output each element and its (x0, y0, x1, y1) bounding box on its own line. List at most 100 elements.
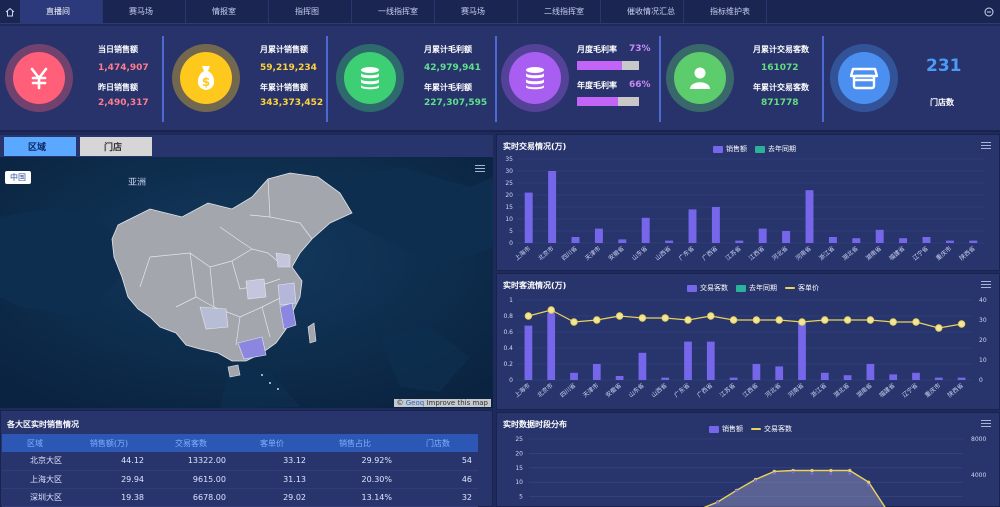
customer-flow-menu-icon[interactable] (981, 281, 991, 289)
nav-tab-2[interactable]: 情报室 (186, 0, 269, 23)
column-header[interactable]: 销售额(万) (68, 434, 150, 452)
bar (805, 190, 814, 243)
avg-price-point (957, 320, 966, 328)
bar (592, 364, 601, 380)
legend-sales[interactable]: 销售额 (726, 145, 747, 153)
table-row[interactable]: 上海大区 29.94 9615.00 31.13 20.30% 46 (2, 470, 478, 489)
table-row[interactable]: 深圳大区 19.38 6678.00 29.02 13.14% 32 (2, 488, 478, 507)
hourly-panel: 实时数据时段分布 销售额 交易客数 5 10 15 20 25 4000 8000 (496, 412, 1000, 507)
tab-region[interactable]: 区域 (4, 137, 76, 156)
sales-point (791, 470, 795, 474)
column-header[interactable]: 交易客数 (150, 434, 232, 452)
customer-flow-title: 实时客流情况(万) (503, 281, 567, 290)
bar (843, 375, 852, 380)
x-tick-label: 湖北省 (832, 381, 851, 399)
column-header[interactable]: 客单价 (232, 434, 312, 452)
legend-customers[interactable]: 交易客数 (700, 284, 728, 292)
kpi-customers: 月累计交易客数 161072 年累计交易客数 871778 (661, 26, 821, 132)
map-menu-icon[interactable] (475, 165, 485, 173)
bar (866, 364, 875, 380)
x-tick-label: 四川省 (560, 244, 579, 262)
map-country-flag[interactable]: 中国 (5, 171, 31, 184)
attribution-brand[interactable]: Geoq (405, 399, 425, 407)
y-tick-label: 20 (515, 450, 523, 457)
year-margin-value: 66% (629, 80, 651, 90)
map-graphic (0, 157, 493, 408)
attribution-link[interactable]: Improve this map (426, 399, 488, 407)
sales-point (829, 472, 833, 475)
china-map[interactable]: 中国 亚洲 © Geoq Improve this map (0, 157, 493, 408)
x-tick-label: 广西省 (700, 244, 719, 262)
avg-price-point (615, 312, 624, 320)
y-tick-label: 1 (509, 297, 513, 304)
customer-flow-panel: 实时客流情况(万) 交易客数 去年同期 客单价 0 0.2 0.4 0.6 0.8 1 0 1… (496, 273, 1000, 410)
x-tick-label: 福建省 (878, 381, 897, 399)
bar (735, 240, 744, 243)
bar (775, 366, 784, 380)
customers-line (703, 469, 886, 507)
y-tick-label: 10 (515, 479, 523, 486)
legend-customers[interactable]: 交易客数 (764, 425, 792, 433)
table-row[interactable]: 北京大区 44.12 13322.00 33.12 29.92% 54 (2, 452, 478, 471)
nav-tab-5[interactable]: 赛马场 (435, 0, 518, 23)
column-header[interactable]: 区域 (2, 434, 68, 452)
svg-text:$: $ (202, 75, 210, 89)
yuan-icon (5, 44, 73, 112)
avg-price-point (912, 318, 920, 326)
x-tick-label: 上海市 (513, 244, 532, 262)
nav-tab-7[interactable]: 催收情况汇总 (601, 0, 684, 23)
customer-flow-legend: 交易客数 去年同期 客单价 (679, 283, 819, 293)
hourly-title: 实时数据时段分布 (503, 420, 567, 429)
bar (969, 240, 978, 243)
kpi-cumulative-sales: $ 月累计销售额 59,219,234 年累计销售额 343,373,452 (164, 26, 324, 132)
customers-point (848, 468, 852, 473)
column-header[interactable]: 门店数 (398, 434, 478, 452)
nav-tab-1[interactable]: 赛马场 (103, 0, 186, 23)
table-cell: 19.38 (68, 488, 150, 507)
nav-tab-8[interactable]: 指标维护表 (684, 0, 767, 23)
kpi-strip: 当日销售额 1,474,907 昨日销售额 2,490,317 $ 月累计销售额… (0, 26, 1000, 132)
legend-last-year[interactable]: 去年同期 (768, 145, 796, 153)
y-tick-label: 15 (515, 465, 523, 472)
x-tick-label: 陕西省 (946, 381, 965, 399)
avg-price-point (729, 316, 738, 324)
nav-tab-4[interactable]: 一线指挥室 (352, 0, 435, 23)
avg-price-point (570, 318, 578, 326)
home-icon[interactable] (0, 0, 20, 23)
yesterday-sales-label: 昨日销售额 (98, 83, 138, 92)
x-tick-label: 广东省 (672, 381, 691, 399)
table-cell: 32 (398, 488, 478, 507)
x-tick-label: 重庆市 (934, 244, 953, 262)
coin-stack-icon (336, 44, 404, 112)
kpi-daily-sales: 当日销售额 1,474,907 昨日销售额 2,490,317 (0, 26, 160, 132)
collapse-icon[interactable] (978, 0, 1000, 23)
column-header[interactable]: 销售占比 (312, 434, 398, 452)
legend-sales[interactable]: 销售额 (722, 425, 743, 433)
nav-tab-6[interactable]: 二线指挥室 (518, 0, 601, 23)
tab-store[interactable]: 门店 (80, 137, 152, 156)
legend-avg-price[interactable]: 客单价 (798, 284, 819, 292)
sales-point (810, 472, 814, 475)
x-tick-label: 福建省 (887, 244, 906, 262)
table-cell: 13322.00 (150, 452, 232, 471)
store-icon (830, 44, 898, 112)
bar (889, 374, 898, 380)
kpi-divider (822, 36, 824, 122)
legend-last-year[interactable]: 去年同期 (749, 284, 777, 292)
x-tick-label: 天津市 (581, 381, 600, 399)
x-tick-label: 江西省 (747, 244, 766, 262)
kpi-divider (162, 36, 164, 122)
x-tick-label: 山东省 (627, 381, 646, 399)
x-tick-label: 江苏省 (724, 244, 743, 262)
nav-tab-3[interactable]: 指挥图 (269, 0, 352, 23)
hourly-menu-icon[interactable] (981, 420, 991, 428)
avg-price-point (775, 316, 783, 324)
month-sales-label: 月累计销售额 (260, 45, 308, 54)
x-tick-label: 安徽省 (604, 381, 623, 399)
y2-tick-label: 30 (979, 317, 987, 324)
year-sales-value: 343,373,452 (260, 98, 324, 108)
trade-chart-menu-icon[interactable] (981, 142, 991, 150)
avg-price-point (889, 318, 897, 326)
nav-tab-0[interactable]: 直播间 (20, 0, 103, 23)
